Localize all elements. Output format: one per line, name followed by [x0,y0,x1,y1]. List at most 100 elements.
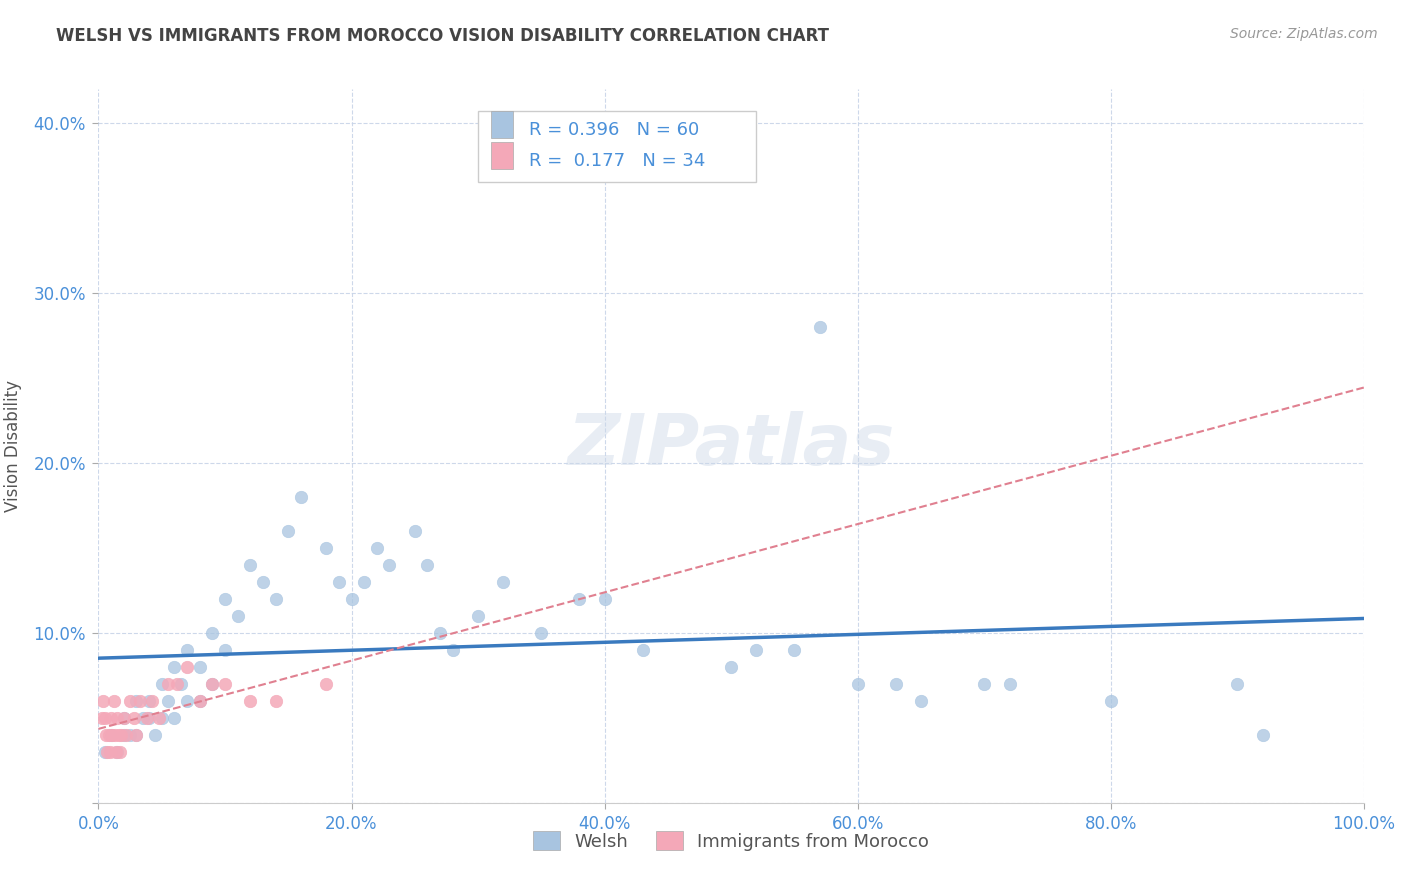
Point [176,694,198,708]
Legend: Welsh, Immigrants from Morocco: Welsh, Immigrants from Morocco [526,824,936,858]
Point [93,694,115,708]
Point [125,728,148,742]
Point [201,677,224,691]
Point [125,728,148,742]
Point [973,677,995,691]
Text: R =  0.177   N = 34: R = 0.177 N = 34 [529,152,704,170]
Point [138,694,160,708]
Point [1226,677,1249,691]
Point [120,694,141,708]
Point [93,711,117,725]
Point [252,574,274,589]
Point [100,728,122,742]
Point [315,677,337,691]
Point [141,694,163,708]
Point [745,643,768,657]
Point [429,626,451,640]
Text: WELSH VS IMMIGRANTS FROM MOROCCO VISION DISABILITY CORRELATION CHART: WELSH VS IMMIGRANTS FROM MOROCCO VISION … [56,27,830,45]
Point [188,660,211,674]
Point [492,574,515,589]
Point [163,711,186,725]
Point [416,558,439,572]
Point [107,711,129,725]
Point [157,677,180,691]
Point [214,643,236,657]
Point [188,694,211,708]
Point [129,694,152,708]
Point [176,643,198,657]
Point [998,677,1021,691]
Point [808,320,831,334]
Point [163,660,186,674]
Point [148,711,170,725]
Point [138,711,160,725]
Point [188,694,211,708]
Point [103,694,125,708]
Point [353,574,375,589]
Point [441,643,464,657]
Point [214,677,236,691]
Point [366,541,388,555]
Point [176,660,198,674]
Bar [491,111,513,137]
Point [201,626,224,640]
Point [97,728,120,742]
Point [264,694,287,708]
Point [96,745,118,759]
Point [150,711,173,725]
Point [378,558,401,572]
Bar [478,111,756,182]
Point [328,574,350,589]
Text: R = 0.396   N = 60: R = 0.396 N = 60 [529,121,699,139]
Point [112,711,135,725]
Point [107,728,129,742]
Point [122,711,145,725]
Point [112,711,135,725]
Point [340,591,363,606]
Point [100,711,122,725]
Point [568,591,591,606]
Point [720,660,742,674]
Point [404,524,426,538]
Point [150,677,173,691]
Point [530,626,553,640]
Point [115,728,138,742]
Point [110,728,132,742]
Point [846,677,869,691]
Point [264,591,287,606]
Point [132,711,155,725]
Point [145,728,166,742]
Point [884,677,907,691]
Point [1099,694,1122,708]
Point [910,694,932,708]
Point [91,711,114,725]
Point [467,608,489,623]
Point [105,745,128,759]
Point [239,694,262,708]
Point [101,728,124,742]
Point [157,694,180,708]
Text: Source: ZipAtlas.com: Source: ZipAtlas.com [1230,27,1378,41]
Point [98,745,121,759]
Bar [491,142,513,169]
Point [166,677,188,691]
Point [631,643,654,657]
Point [226,608,249,623]
Point [107,745,129,759]
Point [125,694,148,708]
Point [201,677,224,691]
Point [593,591,616,606]
Point [169,677,191,691]
Point [112,728,135,742]
Point [135,711,157,725]
Point [94,728,117,742]
Point [1251,728,1274,742]
Point [104,728,127,742]
Point [214,591,236,606]
Point [108,745,131,759]
Y-axis label: Vision Disability: Vision Disability [4,380,22,512]
Point [93,745,117,759]
Point [290,490,312,504]
Point [239,558,262,572]
Text: ZIPatlas: ZIPatlas [568,411,894,481]
